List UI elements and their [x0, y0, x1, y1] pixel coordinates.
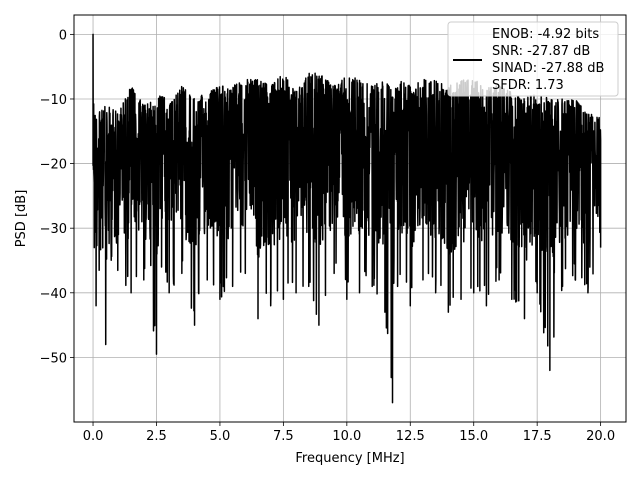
x-tick-label-0: 0.0: [83, 429, 104, 444]
y-tick-label-1: −10: [40, 93, 67, 108]
trace-layer: [92, 33, 602, 404]
legend: ENOB: -4.92 bits SNR: -27.87 dB SINAD: -…: [447, 21, 619, 97]
legend-text-sinad: SINAD: -27.88 dB: [492, 61, 604, 76]
y-tick-label-5: −50: [40, 351, 67, 366]
y-ticks: 0 −10 −20 −30 −40 −50: [40, 28, 74, 366]
legend-box: [447, 21, 619, 97]
x-tick-label-2: 5.0: [210, 429, 231, 444]
x-tick-label-6: 15.0: [459, 429, 488, 444]
x-tick-label-8: 20.0: [586, 429, 615, 444]
psd-trace-line: [92, 33, 602, 404]
x-tick-label-1: 2.5: [146, 429, 167, 444]
y-tick-label-4: −40: [40, 287, 67, 302]
x-ticks: 0.0 2.5 5.0 7.5 10.0 12.5 15.0 17.5 20.0: [83, 422, 615, 444]
x-tick-label-4: 10.0: [332, 429, 361, 444]
y-tick-label-2: −20: [40, 158, 67, 173]
legend-text-snr: SNR: -27.87 dB: [492, 44, 590, 59]
legend-text-enob: ENOB: -4.92 bits: [492, 27, 599, 42]
y-tick-label-3: −30: [40, 222, 67, 237]
y-axis-label: PSD [dB]: [14, 190, 29, 248]
x-tick-label-5: 12.5: [396, 429, 425, 444]
y-tick-label-0: 0: [59, 28, 67, 43]
x-tick-label-7: 17.5: [523, 429, 552, 444]
x-axis-label: Frequency [MHz]: [295, 451, 404, 466]
plot-frame: [73, 14, 627, 423]
x-tick-label-3: 7.5: [273, 429, 294, 444]
legend-text-sfdr: SFDR: 1.73: [492, 78, 564, 93]
